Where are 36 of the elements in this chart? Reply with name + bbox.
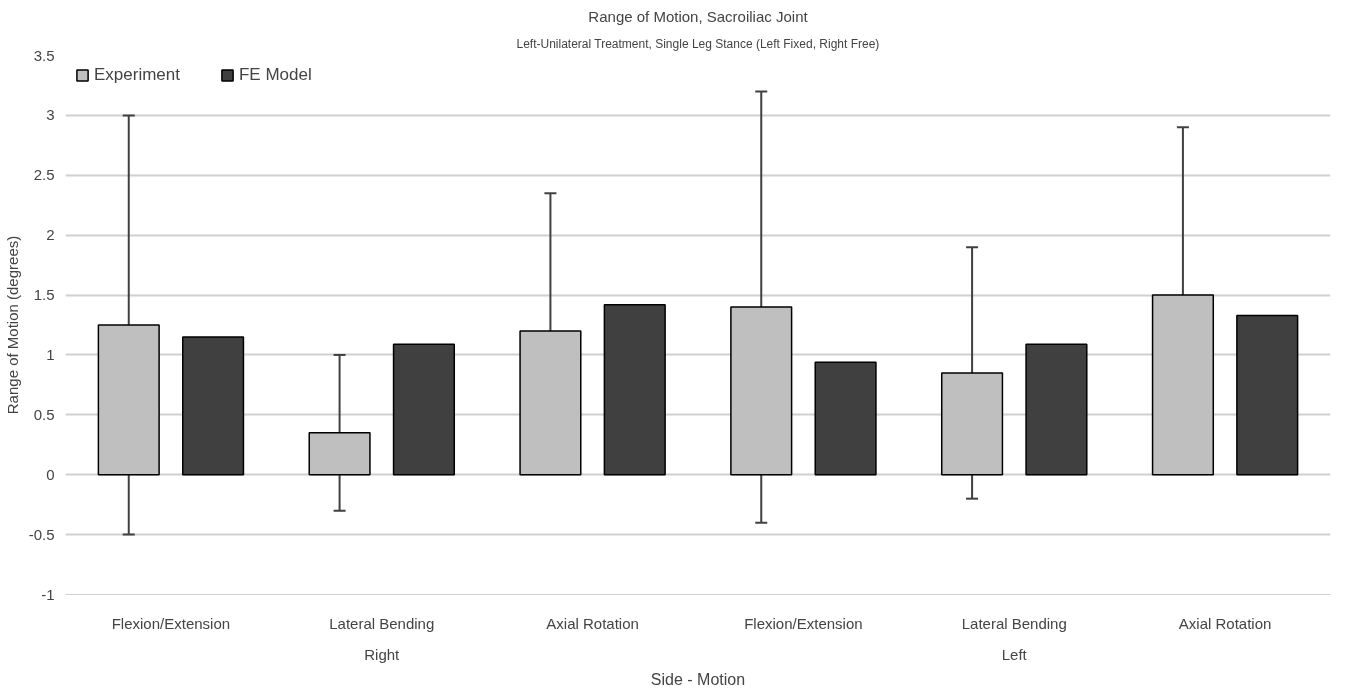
bar [814, 361, 877, 476]
y-tick-label: 0 [46, 465, 55, 483]
bar [940, 372, 1004, 476]
x-tick-label: Axial Rotation [1178, 614, 1272, 632]
y-tick-label: -0.5 [28, 525, 55, 543]
bar [603, 303, 666, 476]
x-tick-label: Flexion/Extension [111, 614, 231, 632]
x-tick-label: Lateral Bending [961, 614, 1067, 632]
chart-title: Range of Motion, Sacroiliac Joint [588, 7, 809, 25]
y-tick-label: 2.5 [33, 166, 55, 184]
chart-subtitle: Left-Unilateral Treatment, Single Leg Stance (Left Fixed, Right Free) [516, 36, 880, 51]
bar [1236, 314, 1299, 476]
legend-label: Experiment [94, 65, 180, 85]
x-tick-label: Axial Rotation [546, 614, 639, 632]
y-tick-label: 3 [46, 106, 55, 124]
bar [392, 343, 456, 476]
bar [519, 330, 582, 476]
y-tick-label: 0.5 [33, 405, 55, 423]
y-tick-label: 1.5 [33, 286, 55, 304]
bar [308, 432, 371, 476]
legend-label: FE Model [238, 65, 312, 85]
text: Left [1001, 645, 1028, 663]
y-axis-title: Range of Motion (degrees) [3, 235, 21, 415]
bar [181, 336, 245, 476]
bar [97, 324, 160, 476]
x-tick-label: Lateral Bending [329, 614, 435, 632]
y-tick-label: 1 [46, 345, 55, 363]
y-tick-label: 2 [46, 226, 55, 244]
text: Right [364, 645, 401, 663]
x-tick-label: Flexion/Extension [744, 614, 863, 632]
bar [1151, 294, 1215, 476]
y-tick-label: 3.5 [33, 46, 55, 64]
x-axis-title: Side - Motion [650, 670, 746, 688]
bar [730, 306, 793, 476]
y-tick-label: -1 [41, 585, 55, 603]
bar [1025, 343, 1088, 476]
